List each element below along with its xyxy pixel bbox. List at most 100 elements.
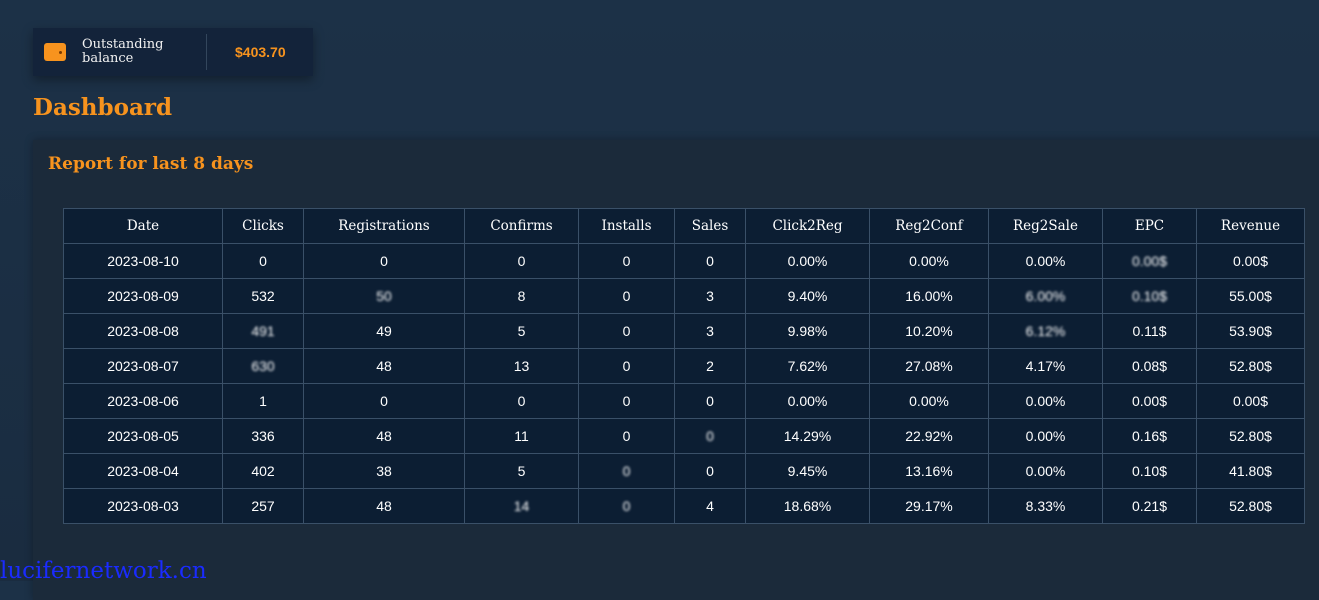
table-cell: 8.33%	[988, 488, 1103, 524]
table-cell: 0.00%	[988, 383, 1103, 419]
table-cell: 4	[674, 488, 746, 524]
table-cell: 22.92%	[869, 418, 989, 454]
divider	[206, 34, 207, 70]
table-row: 2023-08-10 0 0 0 0 0 0.00% 0.00% 0.00% 0.00$ 0.00$	[63, 243, 1305, 279]
table-cell: 9.45%	[745, 453, 870, 489]
column-header: Click2Reg	[745, 208, 870, 244]
table-cell: 257	[222, 488, 304, 524]
table-cell: 16.00%	[869, 278, 989, 314]
table-cell: 5	[464, 313, 579, 349]
table-cell: 2023-08-09	[63, 278, 223, 314]
table-cell: 55.00$	[1196, 278, 1305, 314]
column-header: Revenue	[1196, 208, 1305, 244]
table-cell: 0	[464, 383, 579, 419]
table-cell: 3	[674, 278, 746, 314]
table-cell: 0.00%	[745, 243, 870, 279]
table-cell: 14	[464, 488, 579, 524]
table-cell: 2023-08-05	[63, 418, 223, 454]
table-cell: 18.68%	[745, 488, 870, 524]
table-cell: 9.98%	[745, 313, 870, 349]
table-cell: 50	[303, 278, 465, 314]
column-header: EPC	[1102, 208, 1197, 244]
table-cell: 0	[578, 313, 675, 349]
table-cell: 336	[222, 418, 304, 454]
table-cell: 2023-08-08	[63, 313, 223, 349]
table-row: 2023-08-08 491 49 5 0 3 9.98% 10.20% 6.12% 0.11$ 5…	[63, 313, 1305, 349]
balance-value: $403.70	[235, 44, 286, 60]
table-cell: 0.00%	[869, 383, 989, 419]
table-cell: 0.00$	[1196, 243, 1305, 279]
table-cell: 49	[303, 313, 465, 349]
column-header: Reg2Conf	[869, 208, 989, 244]
table-cell: 0	[674, 418, 746, 454]
table-cell: 0	[303, 383, 465, 419]
table-cell: 0.10$	[1102, 453, 1197, 489]
table-cell: 48	[303, 418, 465, 454]
table-cell: 0.00$	[1102, 243, 1197, 279]
table-cell: 0	[464, 243, 579, 279]
table-cell: 0.16$	[1102, 418, 1197, 454]
table-cell: 27.08%	[869, 348, 989, 384]
table-cell: 3	[674, 313, 746, 349]
report-panel: Report for last 8 days Date Clicks Registr…	[33, 140, 1319, 600]
table-cell: 5	[464, 453, 579, 489]
table-cell: 0.10$	[1102, 278, 1197, 314]
table-cell: 10.20%	[869, 313, 989, 349]
balance-label: Outstanding balance	[82, 37, 164, 66]
table-cell: 2023-08-04	[63, 453, 223, 489]
table-cell: 0.00%	[869, 243, 989, 279]
table-cell: 0.00$	[1102, 383, 1197, 419]
table-cell: 2	[674, 348, 746, 384]
table-row: 2023-08-04 402 38 5 0 0 9.45% 13.16% 0.00% 0.10$ 4…	[63, 453, 1305, 489]
table-cell: 0.08$	[1102, 348, 1197, 384]
table-cell: 2023-08-03	[63, 488, 223, 524]
table-cell: 13.16%	[869, 453, 989, 489]
table-cell: 630	[222, 348, 304, 384]
table-row: 2023-08-09 532 50 8 0 3 9.40% 16.00% 6.00% 0.10$ 5…	[63, 278, 1305, 314]
table-cell: 2023-08-07	[63, 348, 223, 384]
column-header: Registrations	[303, 208, 465, 244]
table-cell: 53.90$	[1196, 313, 1305, 349]
table-cell: 41.80$	[1196, 453, 1305, 489]
watermark: lucifernetwork.cn	[0, 558, 207, 584]
table-cell: 52.80$	[1196, 348, 1305, 384]
table-cell: 0.00%	[745, 383, 870, 419]
table-cell: 0	[578, 348, 675, 384]
table-cell: 0	[578, 453, 675, 489]
table-cell: 52.80$	[1196, 418, 1305, 454]
wallet-icon	[44, 43, 66, 61]
table-cell: 2023-08-10	[63, 243, 223, 279]
table-cell: 0.21$	[1102, 488, 1197, 524]
table-cell: 14.29%	[745, 418, 870, 454]
table-cell: 6.00%	[988, 278, 1103, 314]
table-cell: 8	[464, 278, 579, 314]
table-cell: 0.00%	[988, 243, 1103, 279]
table-cell: 0	[303, 243, 465, 279]
table-cell: 2023-08-06	[63, 383, 223, 419]
outstanding-balance-card: Outstanding balance $403.70	[33, 28, 313, 76]
column-header: Sales	[674, 208, 746, 244]
column-header: Reg2Sale	[988, 208, 1103, 244]
table-cell: 0	[578, 488, 675, 524]
table-cell: 11	[464, 418, 579, 454]
table-cell: 6.12%	[988, 313, 1103, 349]
table-cell: 532	[222, 278, 304, 314]
table-cell: 0	[674, 453, 746, 489]
column-header: Confirms	[464, 208, 579, 244]
table-cell: 4.17%	[988, 348, 1103, 384]
table-cell: 29.17%	[869, 488, 989, 524]
column-header: Installs	[578, 208, 675, 244]
table-cell: 0	[578, 278, 675, 314]
table-cell: 0	[674, 243, 746, 279]
table-cell: 0	[222, 243, 304, 279]
table-row: 2023-08-07 630 48 13 0 2 7.62% 27.08% 4.17% 0.08$…	[63, 348, 1305, 384]
table-cell: 0.00%	[988, 453, 1103, 489]
table-cell: 0.11$	[1102, 313, 1197, 349]
table-cell: 1	[222, 383, 304, 419]
table-cell: 0	[674, 383, 746, 419]
table-cell: 402	[222, 453, 304, 489]
report-table: Date Clicks Registrations Confirms Installs S…	[63, 208, 1305, 524]
table-cell: 7.62%	[745, 348, 870, 384]
page-title: Dashboard	[33, 94, 173, 121]
table-cell: 0	[578, 418, 675, 454]
